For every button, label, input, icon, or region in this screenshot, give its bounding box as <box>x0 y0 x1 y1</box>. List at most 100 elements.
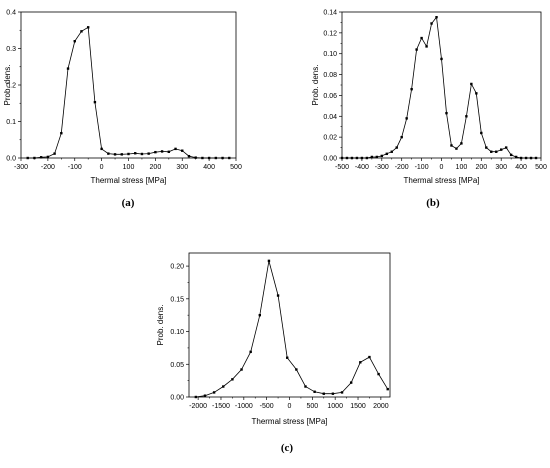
x-tick-label: 500 <box>535 164 547 171</box>
data-point <box>380 154 383 158</box>
x-axis-label: Thermal stress [MPa] <box>403 176 479 185</box>
x-tick-label: -500 <box>260 403 274 410</box>
data-point <box>140 152 144 156</box>
y-tick-label: 0.4 <box>6 10 16 17</box>
data-point <box>420 36 423 40</box>
x-tick-label: -1000 <box>235 403 253 410</box>
chart-panel-3: -2000 -1500 -1000 -500 0 500 1000 1500 2000 0.00 0… <box>156 252 391 454</box>
data-point <box>39 156 43 159</box>
data-point <box>465 115 468 118</box>
data-point <box>355 156 359 160</box>
data-point <box>322 392 325 395</box>
y-tick-label: 0.00 <box>323 156 337 163</box>
x-tick-label: -200 <box>41 164 55 171</box>
data-point <box>450 144 453 147</box>
y-tick-label: 0.0 <box>6 156 16 163</box>
data-point <box>455 147 458 150</box>
data-point <box>435 16 438 19</box>
data-point <box>386 387 389 391</box>
data-point <box>304 385 307 388</box>
data-point <box>286 356 289 359</box>
x-tick-label: 400 <box>515 164 527 171</box>
data-point <box>495 150 498 153</box>
x-tick-label: 0 <box>440 164 444 171</box>
data-point <box>340 391 344 394</box>
y-axis-label: Prob. dens. <box>3 65 12 106</box>
data-point <box>425 45 428 48</box>
data-point <box>385 152 388 156</box>
data-point <box>370 155 374 159</box>
data-point <box>529 156 533 160</box>
data-point <box>480 131 483 135</box>
data-point <box>154 150 157 154</box>
data-point <box>276 294 280 297</box>
data-point <box>181 149 184 152</box>
data-point <box>46 155 50 159</box>
x-tick-label: 200 <box>475 164 487 171</box>
y-tick-label: 0.02 <box>323 135 337 142</box>
data-point <box>231 378 234 381</box>
y-tick-label: 0.3 <box>6 46 16 53</box>
y-tick-label: 0.08 <box>323 72 337 79</box>
data-point <box>80 30 83 33</box>
data-point <box>194 156 197 159</box>
y-tick-label: 0.1 <box>6 119 16 126</box>
x-tick-label: 0 <box>288 403 292 410</box>
x-tick-label: 500 <box>306 403 318 410</box>
data-point <box>440 57 443 61</box>
data-point <box>201 156 204 160</box>
data-point <box>514 155 518 159</box>
data-point <box>475 92 478 95</box>
y-tick-label: 0.10 <box>170 329 184 336</box>
data-point <box>349 381 353 384</box>
x-tick-label: 2000 <box>373 403 389 410</box>
x-tick-label: 1000 <box>327 403 343 410</box>
x-tick-label: -500 <box>335 164 349 171</box>
y-tick-label: 0.10 <box>323 51 337 58</box>
x-tick-label: -300 <box>375 164 389 171</box>
data-point <box>345 156 349 160</box>
data-point <box>400 135 403 139</box>
data-point <box>134 152 137 155</box>
x-tick-label: -200 <box>395 164 409 171</box>
data-point <box>26 156 29 160</box>
data-point <box>359 361 362 364</box>
data-point <box>490 150 493 153</box>
series-line <box>342 16 536 159</box>
x-tick-label: 100 <box>456 164 468 171</box>
x-tick-label: -400 <box>355 164 369 171</box>
data-point <box>368 355 371 359</box>
data-point <box>504 146 508 149</box>
x-tick-label: 300 <box>495 164 507 171</box>
data-point <box>160 150 164 153</box>
data-point <box>500 148 503 151</box>
x-tick-label: 100 <box>123 164 135 171</box>
data-point <box>203 394 207 397</box>
data-point <box>222 385 225 388</box>
chart-panel-2: -500 -400 -300 -200 -100 0 100 200 300 400 500 0.00… <box>311 10 547 210</box>
data-point <box>212 391 216 394</box>
x-tick-label: -100 <box>68 164 82 171</box>
x-tick-label: 400 <box>203 164 215 171</box>
data-point <box>395 146 398 149</box>
x-tick-label: -1500 <box>212 403 230 410</box>
data-point <box>524 156 528 160</box>
x-tick-label: 0 <box>100 164 104 171</box>
data-point <box>194 395 198 399</box>
data-point <box>127 152 130 156</box>
data-point <box>331 392 335 395</box>
y-tick-label: 0.15 <box>170 296 184 303</box>
y-axis-label: Prob. dens. <box>156 305 165 346</box>
data-point <box>249 350 252 354</box>
data-point <box>147 152 150 155</box>
panel-label: (c) <box>281 442 294 454</box>
data-point <box>390 150 393 153</box>
data-point <box>350 156 354 160</box>
data-point <box>66 67 70 70</box>
data-point <box>470 82 473 86</box>
plot-frame <box>20 11 237 159</box>
y-tick-label: 0.12 <box>323 30 337 37</box>
y-tick-label: 0.05 <box>170 362 184 369</box>
plot-frame <box>341 11 542 159</box>
